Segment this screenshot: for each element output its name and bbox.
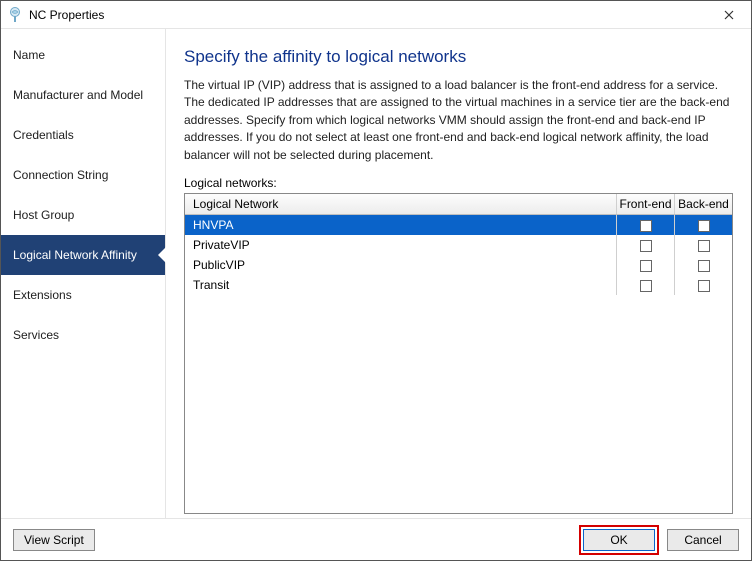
cell-network-name: PrivateVIP [185, 238, 616, 252]
frontend-checkbox[interactable] [640, 240, 652, 252]
sidebar-item-label: Host Group [13, 208, 74, 222]
backend-checkbox[interactable] [698, 260, 710, 272]
cell-network-name: HNVPA [185, 218, 616, 232]
sidebar-item-label: Extensions [13, 288, 72, 302]
cell-frontend [616, 235, 674, 255]
grid-body: HNVPA PrivateVIP PublicVIP Transit [185, 215, 732, 513]
grid-row[interactable]: PublicVIP [185, 255, 732, 275]
backend-checkbox[interactable] [698, 220, 710, 232]
titlebar: NC Properties [1, 1, 751, 29]
grid-row[interactable]: Transit [185, 275, 732, 295]
sidebar-item-label: Logical Network Affinity [13, 248, 137, 262]
sidebar-item[interactable]: Logical Network Affinity [1, 235, 165, 275]
app-icon [7, 7, 23, 23]
cell-frontend [616, 255, 674, 275]
cell-backend [674, 235, 732, 255]
ok-button[interactable]: OK [583, 529, 655, 551]
page-description: The virtual IP (VIP) address that is ass… [184, 77, 733, 164]
grid-row[interactable]: HNVPA [185, 215, 732, 235]
close-button[interactable] [709, 2, 749, 28]
list-label: Logical networks: [184, 176, 733, 190]
sidebar-item[interactable]: Manufacturer and Model [1, 75, 165, 115]
cell-backend [674, 275, 732, 295]
frontend-checkbox[interactable] [640, 260, 652, 272]
ok-highlight: OK [579, 525, 659, 555]
sidebar-item-label: Manufacturer and Model [13, 88, 143, 102]
logical-networks-grid: Logical Network Front-end Back-end HNVPA… [184, 193, 733, 514]
cell-network-name: PublicVIP [185, 258, 616, 272]
dialog-window: NC Properties Name Manufacturer and Model… [0, 0, 752, 561]
grid-header: Logical Network Front-end Back-end [185, 194, 732, 215]
backend-checkbox[interactable] [698, 240, 710, 252]
cell-frontend [616, 215, 674, 235]
cell-backend [674, 255, 732, 275]
sidebar-item[interactable]: Connection String [1, 155, 165, 195]
client-area: Name Manufacturer and Model Credentials Con… [1, 29, 751, 560]
sidebar-item-label: Name [13, 48, 45, 62]
cancel-button[interactable]: Cancel [667, 529, 739, 551]
page-heading: Specify the affinity to logical networks [184, 47, 733, 67]
sidebar-item-label: Connection String [13, 168, 108, 182]
sidebar-item[interactable]: Host Group [1, 195, 165, 235]
view-script-button[interactable]: View Script [13, 529, 95, 551]
sidebar: Name Manufacturer and Model Credentials Con… [1, 29, 166, 518]
sidebar-item[interactable]: Extensions [1, 275, 165, 315]
column-header-network[interactable]: Logical Network [185, 194, 616, 214]
cell-backend [674, 215, 732, 235]
dialog-footer: View Script OK Cancel [1, 518, 751, 560]
frontend-checkbox[interactable] [640, 220, 652, 232]
cell-frontend [616, 275, 674, 295]
sidebar-item[interactable]: Services [1, 315, 165, 355]
frontend-checkbox[interactable] [640, 280, 652, 292]
cell-network-name: Transit [185, 278, 616, 292]
main-panel: Specify the affinity to logical networks… [166, 29, 751, 518]
backend-checkbox[interactable] [698, 280, 710, 292]
column-header-backend[interactable]: Back-end [674, 194, 732, 214]
sidebar-item-label: Credentials [13, 128, 74, 142]
sidebar-item[interactable]: Credentials [1, 115, 165, 155]
grid-row[interactable]: PrivateVIP [185, 235, 732, 255]
body: Name Manufacturer and Model Credentials Con… [1, 29, 751, 518]
sidebar-item[interactable]: Name [1, 35, 165, 75]
window-title: NC Properties [29, 8, 709, 22]
column-header-frontend[interactable]: Front-end [616, 194, 674, 214]
sidebar-item-label: Services [13, 328, 59, 342]
